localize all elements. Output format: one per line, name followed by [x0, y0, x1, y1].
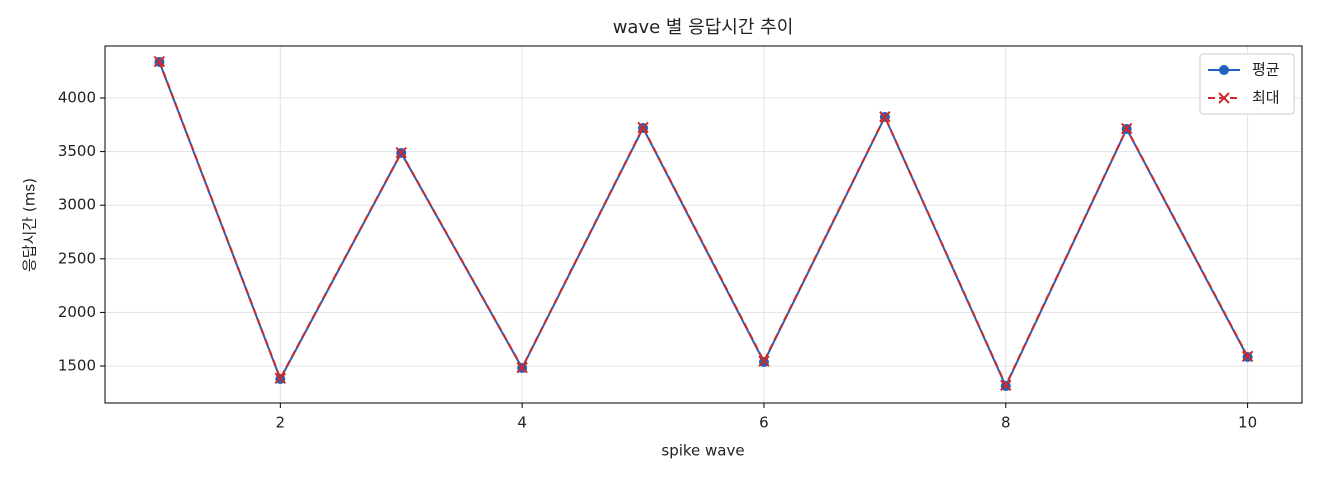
- chart-title: wave 별 응답시간 추이: [613, 17, 794, 38]
- marker: [637, 121, 649, 134]
- marker: [1218, 92, 1230, 104]
- marker: [1000, 379, 1012, 392]
- series-line: [158, 61, 1249, 389]
- y-tick-label: 3000: [58, 196, 96, 214]
- x-tick-label: 6: [759, 414, 769, 432]
- x-tick-label: 2: [276, 414, 286, 432]
- marker: [395, 146, 407, 159]
- legend-box: [1199, 53, 1295, 115]
- x-tick-label: 8: [1001, 414, 1011, 432]
- marker: [153, 55, 166, 68]
- y-tick-label: 2500: [58, 249, 96, 267]
- marker: [758, 355, 770, 367]
- y-tick-label: 4000: [58, 88, 96, 106]
- marker: [1241, 350, 1254, 363]
- plot-frame: [104, 45, 1303, 404]
- x-tick-label: 4: [517, 414, 527, 432]
- marker: [879, 111, 891, 123]
- y-tick-label: 1500: [58, 357, 96, 375]
- x-tick-label: 10: [1238, 414, 1257, 432]
- marker: [516, 361, 528, 374]
- marker: [1120, 122, 1133, 135]
- y-tick-label: 2000: [58, 303, 96, 321]
- x-axis-label: spike wave: [661, 442, 744, 460]
- series-line: [158, 61, 1249, 388]
- marker: [274, 372, 287, 385]
- y-axis-label: 응답시간 (ms): [21, 178, 39, 272]
- y-tick-label: 3500: [58, 142, 96, 160]
- marker: [1219, 65, 1229, 75]
- legend-label: 최대: [1252, 89, 1280, 107]
- legend-label: 평균: [1252, 61, 1280, 79]
